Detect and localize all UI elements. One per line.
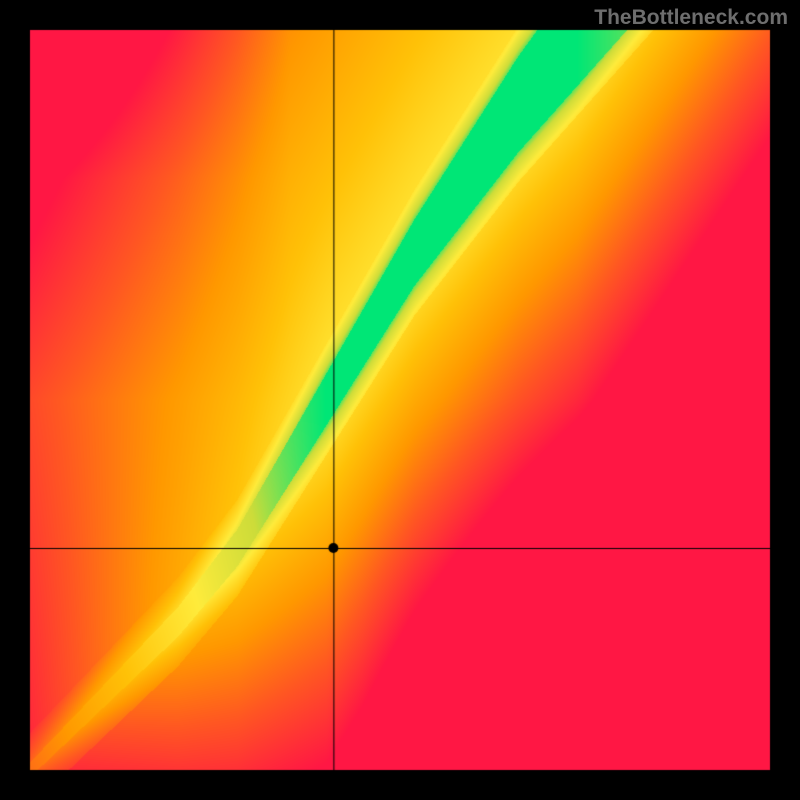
heatmap-canvas <box>0 0 800 800</box>
chart-container: TheBottleneck.com <box>0 0 800 800</box>
watermark-text: TheBottleneck.com <box>594 6 788 30</box>
